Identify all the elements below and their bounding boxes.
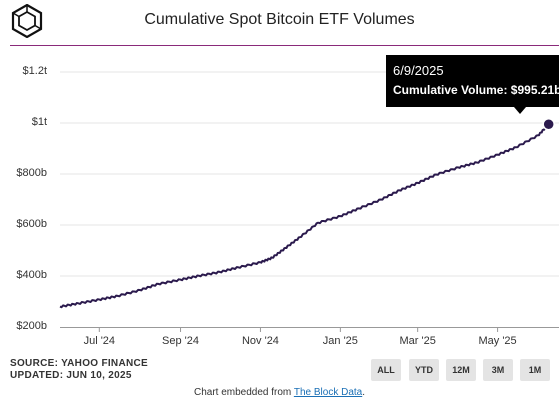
embed-suffix: . xyxy=(362,387,366,398)
y-tick-label: $600b xyxy=(16,218,47,230)
source-text: SOURCE: YAHOO FINANCE xyxy=(10,358,148,369)
y-tick-label: $1t xyxy=(31,116,47,128)
y-tick-label: $1.2t xyxy=(22,65,47,77)
x-tick-label: Sep '24 xyxy=(162,335,200,347)
data-tooltip: 6/9/2025 Cumulative Volume: $995.21b xyxy=(386,55,559,107)
the-block-logo-icon xyxy=(11,4,43,38)
chart-title: Cumulative Spot Bitcoin ETF Volumes xyxy=(144,11,415,28)
range-12m-button[interactable]: 12M xyxy=(446,359,476,381)
source-note: SOURCE: YAHOO FINANCE UPDATED: JUN 10, 2… xyxy=(10,358,148,382)
tooltip-volume: Cumulative Volume: $995.21b xyxy=(393,83,559,97)
x-tick-label: Jul '24 xyxy=(83,335,116,347)
updated-text: UPDATED: JUN 10, 2025 xyxy=(10,370,132,381)
tooltip-pointer xyxy=(514,107,526,114)
x-tick-label: Jan '25 xyxy=(322,335,358,347)
x-tick-label: Mar '25 xyxy=(399,335,436,347)
series-line xyxy=(59,123,550,309)
title-divider xyxy=(10,45,559,46)
tooltip-date: 6/9/2025 xyxy=(393,63,444,78)
the-block-data-link[interactable]: The Block Data xyxy=(293,387,363,398)
highlighted-data-point xyxy=(542,117,555,131)
y-tick-label: $200b xyxy=(16,320,47,332)
range-ytd-button[interactable]: YTD xyxy=(409,359,439,381)
x-tick-label: Nov '24 xyxy=(241,335,279,347)
y-tick-label: $400b xyxy=(16,269,47,281)
range-all-button[interactable]: ALL xyxy=(371,359,401,381)
embed-credit: Chart embedded from The Block Data. xyxy=(0,387,559,398)
x-tick-label: May '25 xyxy=(478,335,517,347)
embed-prefix: Chart embedded from xyxy=(193,387,294,398)
range-1m-button[interactable]: 1M xyxy=(520,359,550,381)
y-tick-label: $800b xyxy=(16,167,47,179)
range-3m-button[interactable]: 3M xyxy=(483,359,513,381)
